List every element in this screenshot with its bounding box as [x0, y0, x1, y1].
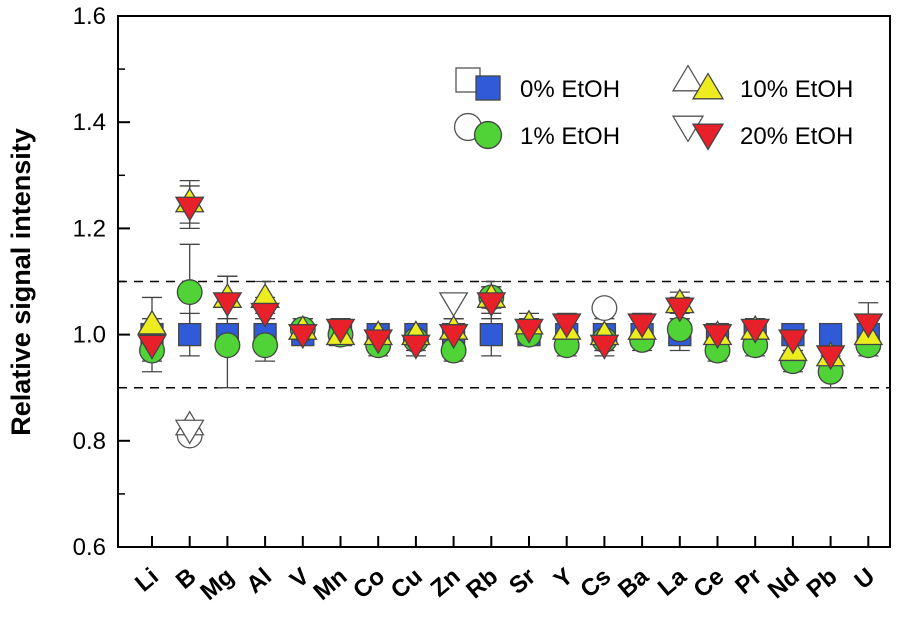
y-tick-label: 1.6 [73, 3, 106, 30]
point-triangle-down-b [174, 196, 205, 222]
legend-item-1: 1% EtOH [453, 112, 620, 150]
point-triangle-down-la [664, 297, 695, 323]
point-square-b [178, 322, 202, 347]
legend-item-2: 10% EtOH [671, 64, 853, 103]
marks-layer [137, 179, 884, 449]
point-triangle-down-v [287, 324, 318, 350]
point-triangle-down-mg [212, 292, 243, 318]
point-triangle-down-al [250, 302, 280, 328]
category-label-ce: Ce [688, 563, 729, 603]
point-triangle-down-u [853, 313, 884, 339]
legend-label: 20% EtOH [740, 123, 853, 150]
point-triangle-down-ba [627, 313, 657, 339]
category-label-la: La [653, 562, 692, 601]
outlier-point [438, 292, 469, 318]
category-label-co: Co [348, 563, 390, 604]
point-triangle-down-pb [815, 345, 846, 371]
category-label-u: U [850, 563, 881, 595]
point-triangle-down-zn [438, 324, 469, 350]
category-label-mg: Mg [195, 563, 239, 606]
category-label-rb: Rb [461, 563, 503, 604]
point-circle-mg [214, 332, 241, 359]
outlier-point [174, 419, 205, 445]
point-triangle-down-co [363, 329, 394, 355]
category-label-pb: Pb [802, 563, 843, 603]
category-label-b: B [171, 563, 202, 595]
legend-item-3: 20% EtOH [671, 115, 853, 151]
category-label-mn: Mn [308, 563, 352, 606]
point-triangle-up-li [137, 309, 167, 335]
y-axis-title: Relative signal intensity [6, 128, 36, 436]
y-tick-label: 0.6 [73, 534, 106, 561]
category-label-zn: Zn [426, 563, 466, 603]
point-triangle-down-li [137, 334, 167, 360]
y-tick-label: 1.4 [73, 109, 106, 136]
plot-layer [118, 280, 890, 389]
point-triangle-down-nd [778, 329, 808, 355]
legend-marker [691, 72, 725, 100]
legend: 0% EtOH 1% EtOH 10% EtOH 20% EtOH [453, 64, 853, 151]
legend-marker [473, 120, 503, 150]
y-tick-label: 1.0 [73, 322, 106, 349]
point-triangle-down-pr [740, 318, 771, 344]
category-label-cs: Cs [575, 563, 616, 603]
legend-marker [475, 75, 501, 101]
legend-label: 0% EtOH [520, 76, 620, 103]
point-triangle-down-sr [514, 318, 544, 344]
point-triangle-down-cs [589, 334, 620, 360]
outlier-point [591, 295, 618, 322]
category-label-al: Al [241, 563, 277, 599]
y-tick-label: 0.8 [73, 428, 106, 455]
category-label-sr: Sr [504, 563, 541, 600]
legend-label: 10% EtOH [740, 76, 853, 103]
category-label-li: Li [130, 563, 164, 597]
category-label-ba: Ba [613, 562, 654, 603]
point-square-rb [479, 322, 503, 347]
legend-open-marker [671, 64, 705, 92]
category-label-v: V [285, 563, 315, 594]
point-triangle-down-ce [702, 324, 733, 350]
category-label-nd: Nd [763, 563, 805, 604]
point-triangle-down-rb [476, 292, 507, 318]
category-label-pr: Pr [730, 563, 767, 600]
point-circle-b [176, 279, 203, 306]
point-triangle-down-cu [401, 334, 431, 360]
point-triangle-down-mn [325, 318, 356, 344]
y-tick-label: 1.2 [73, 215, 106, 242]
category-label-y: Y [549, 563, 579, 594]
category-label-cu: Cu [386, 563, 428, 604]
point-circle-al [252, 332, 279, 359]
legend-label: 1% EtOH [520, 123, 620, 150]
legend-item-0: 0% EtOH [455, 67, 620, 103]
legend-marker [691, 123, 725, 151]
point-triangle-down-y [551, 313, 582, 339]
